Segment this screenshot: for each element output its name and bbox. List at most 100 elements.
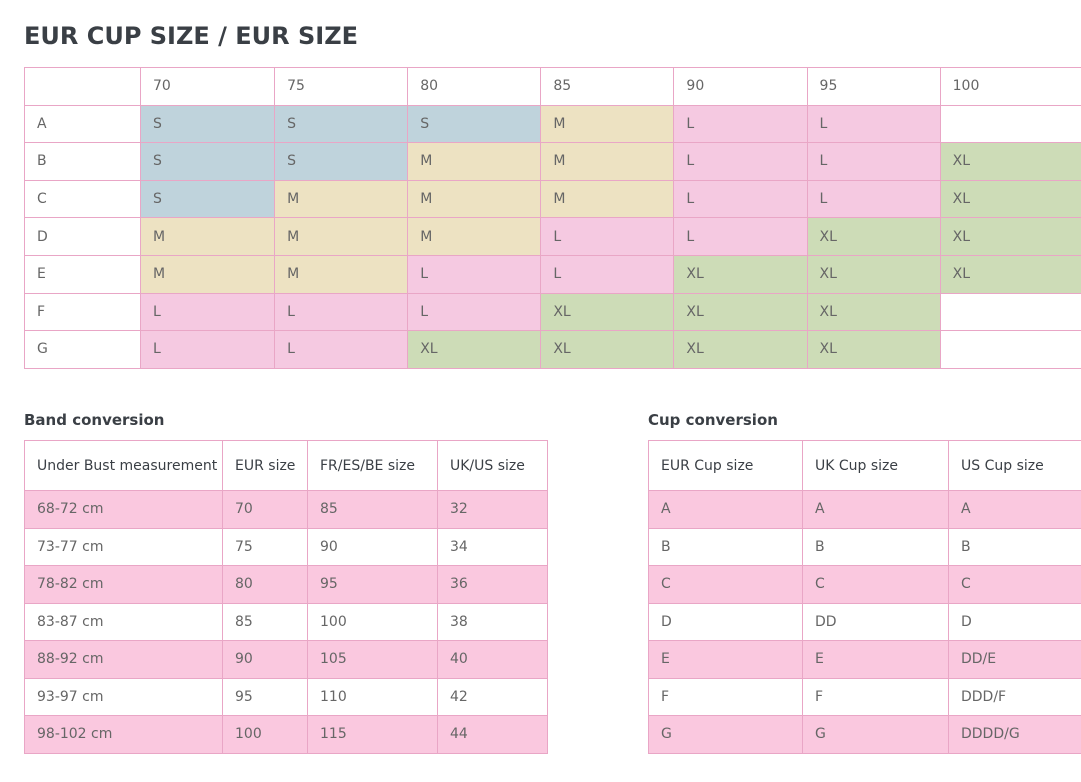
size-cell: L xyxy=(274,292,409,332)
band_conversion-cell: 85 xyxy=(307,490,438,529)
band_conversion-row: 88-92 cm 90 105 40 xyxy=(24,640,548,679)
cup_conversion-cell: B xyxy=(948,527,1081,566)
size-chart-table: 70 75 80 85 90 95 100 A S S S M L L B S S M M L L XL C S M M M L L XL… xyxy=(24,67,1081,369)
size-chart-row-C: C S M M M L L XL xyxy=(24,179,1081,219)
cup_conversion-header-cell: EUR Cup size xyxy=(648,440,803,491)
band-header-70: 70 xyxy=(139,67,276,106)
band_conversion-cell: 90 xyxy=(222,640,308,679)
cup_conversion-cell: C xyxy=(648,565,803,604)
cup-label-C: C xyxy=(24,179,141,219)
cup_conversion-cell: E xyxy=(648,640,803,679)
band_conversion-row: 78-82 cm 80 95 36 xyxy=(24,565,548,604)
size-cell: XL xyxy=(939,254,1081,294)
size-cell: M xyxy=(274,179,409,219)
band_conversion-cell: 68-72 cm xyxy=(24,490,223,529)
corner-cell xyxy=(24,67,141,106)
size-cell: M xyxy=(274,217,409,256)
size-chart-header-row: 70 75 80 85 90 95 100 xyxy=(24,67,1081,106)
band_conversion-cell: 42 xyxy=(437,677,548,716)
cup_conversion-cell: G xyxy=(648,715,803,754)
size-cell: XL xyxy=(806,330,941,369)
band-header-85: 85 xyxy=(540,67,675,106)
size-cell xyxy=(939,330,1081,369)
size-cell: S xyxy=(274,142,409,181)
band_conversion-cell: 100 xyxy=(307,602,438,641)
band_conversion-cell: 80 xyxy=(222,565,308,604)
size-cell: M xyxy=(407,217,542,256)
cup-label-E: E xyxy=(24,254,141,294)
band_conversion-cell: 38 xyxy=(437,602,548,641)
size-cell xyxy=(939,292,1081,332)
band_conversion-cell: 88-92 cm xyxy=(24,640,223,679)
size-cell: XL xyxy=(673,254,808,294)
size-cell: M xyxy=(540,179,675,219)
cup_conversion-cell: E xyxy=(802,640,949,679)
cup_conversion-row: F F DDD/F xyxy=(648,677,1081,716)
size-cell: XL xyxy=(673,292,808,332)
size-cell: S xyxy=(274,104,409,144)
size-cell: L xyxy=(274,330,409,369)
band-conversion-title: Band conversion xyxy=(24,411,165,429)
size-cell: S xyxy=(139,179,276,219)
band_conversion-cell: 83-87 cm xyxy=(24,602,223,641)
cup-conversion-title: Cup conversion xyxy=(648,411,778,429)
band_conversion-cell: 32 xyxy=(437,490,548,529)
cup-label-G: G xyxy=(24,330,141,369)
size-cell: M xyxy=(139,254,276,294)
band_conversion-header-row: Under Bust measurement EUR size FR/ES/BE s… xyxy=(24,440,548,491)
cup_conversion-cell: A xyxy=(948,490,1081,529)
band_conversion-cell: 73-77 cm xyxy=(24,527,223,566)
band_conversion-cell: 115 xyxy=(307,715,438,754)
band_conversion-cell: 95 xyxy=(222,677,308,716)
size-cell: XL xyxy=(673,330,808,369)
size-cell: M xyxy=(407,179,542,219)
band_conversion-header-cell: FR/ES/BE size xyxy=(307,440,438,491)
cup_conversion-cell: F xyxy=(648,677,803,716)
band_conversion-cell: 40 xyxy=(437,640,548,679)
size-chart-row-D: D M M M L L XL XL xyxy=(24,217,1081,256)
size-chart-body: 70 75 80 85 90 95 100 A S S S M L L B S S M M L L XL C S M M M L L XL… xyxy=(24,67,1081,369)
cup_conversion-cell: A xyxy=(648,490,803,529)
size-cell: XL xyxy=(939,217,1081,256)
size-cell: M xyxy=(540,104,675,144)
size-cell: M xyxy=(139,217,276,256)
size-cell: L xyxy=(139,292,276,332)
cup-label-D: D xyxy=(24,217,141,256)
band_conversion-row: 73-77 cm 75 90 34 xyxy=(24,527,548,566)
size-cell: M xyxy=(274,254,409,294)
band_conversion-cell: 90 xyxy=(307,527,438,566)
cup_conversion-cell: D xyxy=(948,602,1081,641)
band_conversion-cell: 110 xyxy=(307,677,438,716)
cup_conversion-cell: C xyxy=(802,565,949,604)
band_conversion-row: 98-102 cm 100 115 44 xyxy=(24,715,548,754)
page-title: EUR CUP SIZE / EUR SIZE xyxy=(24,22,358,50)
cup_conversion-cell: DD/E xyxy=(948,640,1081,679)
size-cell: L xyxy=(540,254,675,294)
band_conversion-cell: 105 xyxy=(307,640,438,679)
size-cell: L xyxy=(407,292,542,332)
cup_conversion-cell: F xyxy=(802,677,949,716)
size-cell: XL xyxy=(540,292,675,332)
band-header-95: 95 xyxy=(806,67,941,106)
band_conversion-header-cell: EUR size xyxy=(222,440,308,491)
cup-label-B: B xyxy=(24,142,141,181)
band_conversion-cell: 75 xyxy=(222,527,308,566)
band-header-75: 75 xyxy=(274,67,409,106)
band_conversion-header-cell: UK/US size xyxy=(437,440,548,491)
band-header-80: 80 xyxy=(407,67,542,106)
cup_conversion-row: G G DDDD/G xyxy=(648,715,1081,754)
cup_conversion-header-cell: UK Cup size xyxy=(802,440,949,491)
size-cell: L xyxy=(806,142,941,181)
band-header-100: 100 xyxy=(939,67,1081,106)
size-cell: M xyxy=(407,142,542,181)
band_conversion-header-cell: Under Bust measurement xyxy=(24,440,223,491)
band_conversion-cell: 44 xyxy=(437,715,548,754)
size-cell: L xyxy=(673,104,808,144)
band_conversion-row: 83-87 cm 85 100 38 xyxy=(24,602,548,641)
band_conversion-row: 93-97 cm 95 110 42 xyxy=(24,677,548,716)
cup_conversion-cell: B xyxy=(648,527,803,566)
size-chart-row-E: E M M L L XL XL XL xyxy=(24,254,1081,294)
